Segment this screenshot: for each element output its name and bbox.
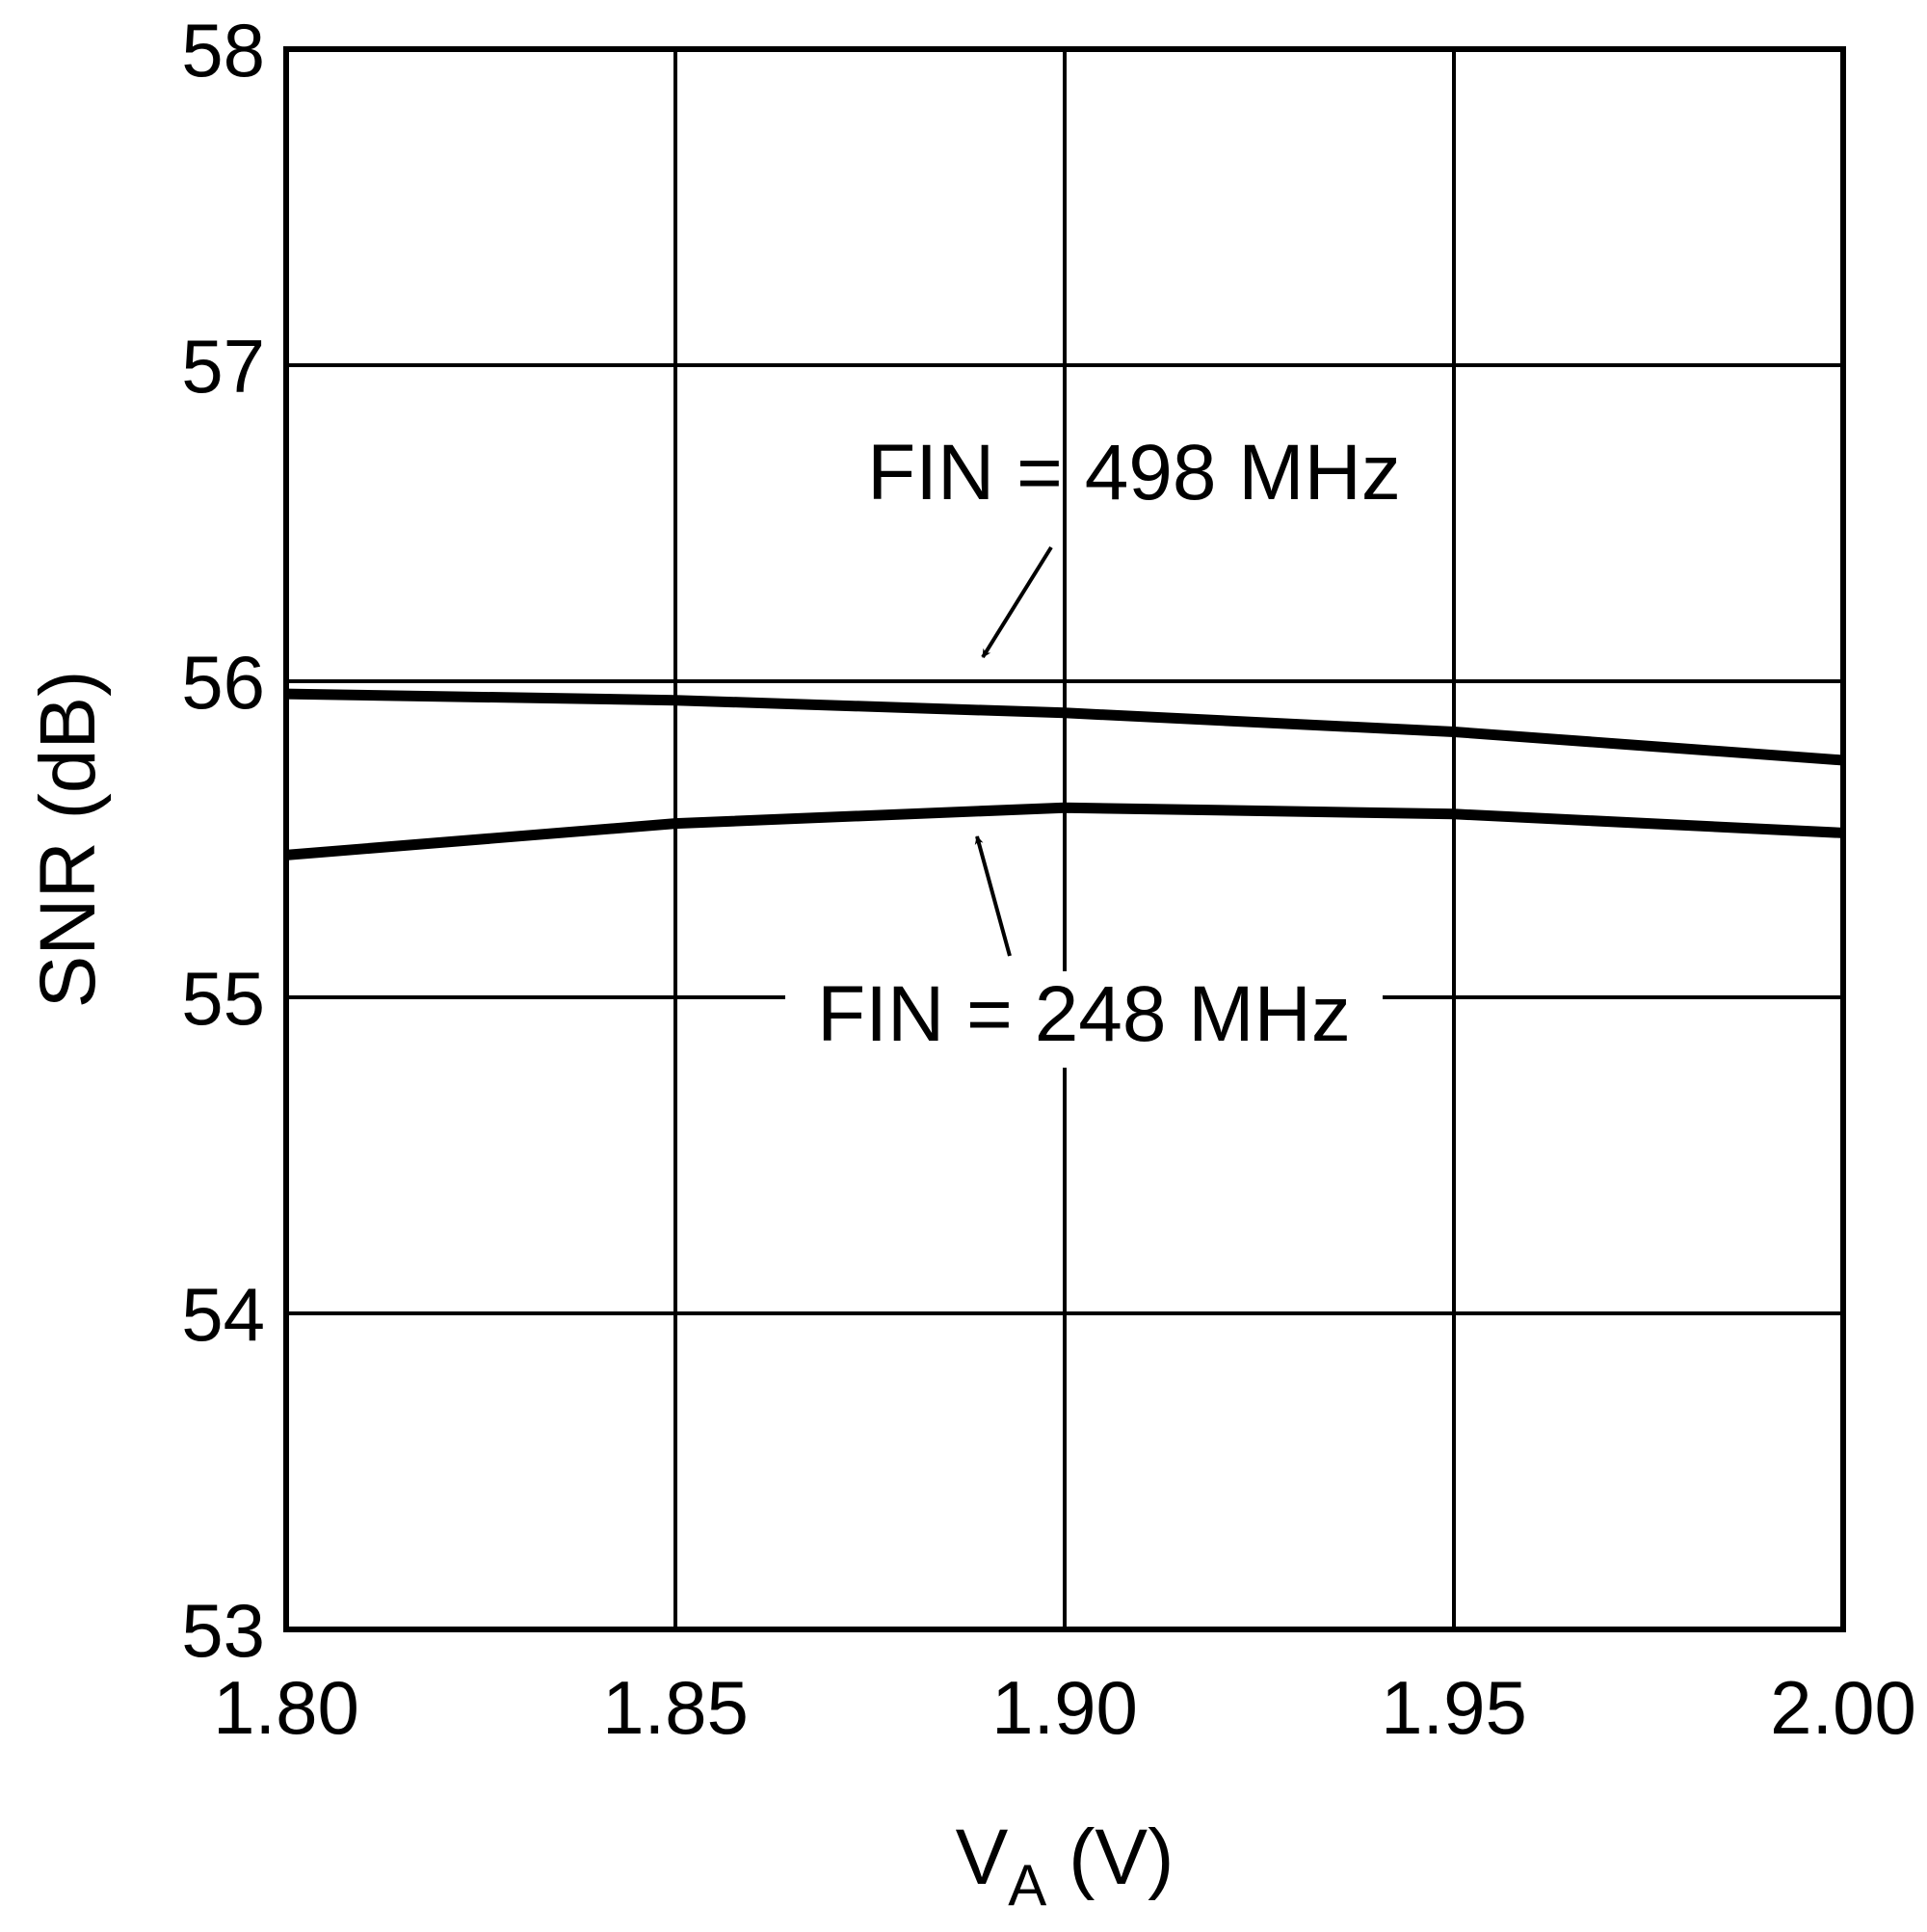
annotation-arrow (981, 545, 1053, 659)
y-tick-label: 53 (181, 1588, 265, 1673)
plot-frame (283, 46, 1846, 1632)
series-line (285, 688, 1844, 766)
x-axis-label-main: V (956, 1813, 1009, 1901)
y-tick-label: 55 (181, 956, 265, 1041)
y-tick-label: 57 (181, 324, 265, 409)
label-background (785, 971, 1383, 1068)
y-tick-label: 56 (181, 640, 265, 725)
x-tick-label: 2.00 (1770, 1665, 1916, 1750)
series-label: FIN = 248 MHz (817, 970, 1351, 1058)
y-tick-label: 58 (181, 8, 265, 93)
x-axis-label-suffix: (V) (1046, 1813, 1174, 1901)
x-tick-label: 1.90 (991, 1665, 1138, 1750)
x-axis-label-subscript: A (1008, 1853, 1046, 1918)
x-tick-label: 1.80 (213, 1665, 359, 1750)
x-tick-label: 1.95 (1381, 1665, 1527, 1750)
series-line (285, 802, 1844, 860)
x-axis-label: VA (V) (956, 1813, 1175, 1918)
y-axis-label: SNR (dB) (24, 671, 112, 1009)
series-label: FIN = 498 MHz (867, 429, 1401, 516)
y-tick-label: 54 (181, 1272, 265, 1357)
annotation-arrow (974, 835, 1012, 957)
x-tick-label: 1.85 (602, 1665, 749, 1750)
